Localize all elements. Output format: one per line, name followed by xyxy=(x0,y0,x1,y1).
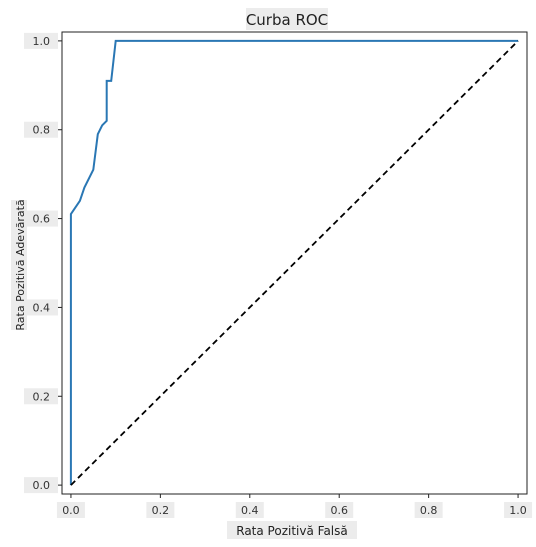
x-axis-label: Rata Pozitivă Falsă xyxy=(236,524,348,538)
y-tick-label-bg xyxy=(24,32,58,49)
x-tick-label-bg xyxy=(325,502,354,518)
y-axis-label-bg xyxy=(11,200,27,330)
y-tick-label: 0.4 xyxy=(33,301,51,314)
y-axis-label: Rata Pozitivă Adevărată xyxy=(14,199,27,330)
y-tick-label: 1.0 xyxy=(33,35,51,48)
plot-area-frame xyxy=(61,31,528,495)
y-tick-label-bg xyxy=(24,210,58,227)
x-tick-label: 0.2 xyxy=(152,504,170,517)
x-tick-label-bg xyxy=(146,502,175,518)
y-tick-label-bg xyxy=(24,388,58,405)
chart-title: Curba ROC xyxy=(246,11,328,29)
y-axis-label-group: Rata Pozitivă Adevărată xyxy=(11,199,27,331)
roc-curve-line xyxy=(69,39,519,486)
x-tick-label: 0.8 xyxy=(420,504,438,517)
x-tick-label: 0.4 xyxy=(241,504,259,517)
diagonal-reference-line xyxy=(70,40,519,486)
y-tick-label-bg xyxy=(24,477,58,494)
x-tick-label: 0.6 xyxy=(330,504,348,517)
chart-title-bg xyxy=(246,8,328,30)
x-axis-ticks: 0.0 0.2 0.4 0.6 0.8 1.0 xyxy=(56,494,533,518)
x-tick-label-bg xyxy=(56,502,85,518)
x-axis-label-bg xyxy=(227,521,357,539)
x-tick-label: 0.0 xyxy=(62,504,80,517)
x-tick-label-bg xyxy=(414,502,443,518)
x-tick-label: 1.0 xyxy=(509,504,527,517)
y-tick-label-bg xyxy=(24,121,58,138)
series-layer xyxy=(69,39,519,486)
x-tick-label-bg xyxy=(235,502,264,518)
x-tick-label-bg xyxy=(504,502,533,518)
y-tick-label: 0.6 xyxy=(33,213,51,226)
y-tick-label: 0.2 xyxy=(33,390,51,403)
y-tick-label: 0.0 xyxy=(33,479,51,492)
y-axis-ticks: 0.0 0.2 0.4 0.6 0.8 1.0 xyxy=(24,32,62,494)
y-tick-label: 0.8 xyxy=(33,124,51,137)
y-tick-label-bg xyxy=(24,299,58,316)
